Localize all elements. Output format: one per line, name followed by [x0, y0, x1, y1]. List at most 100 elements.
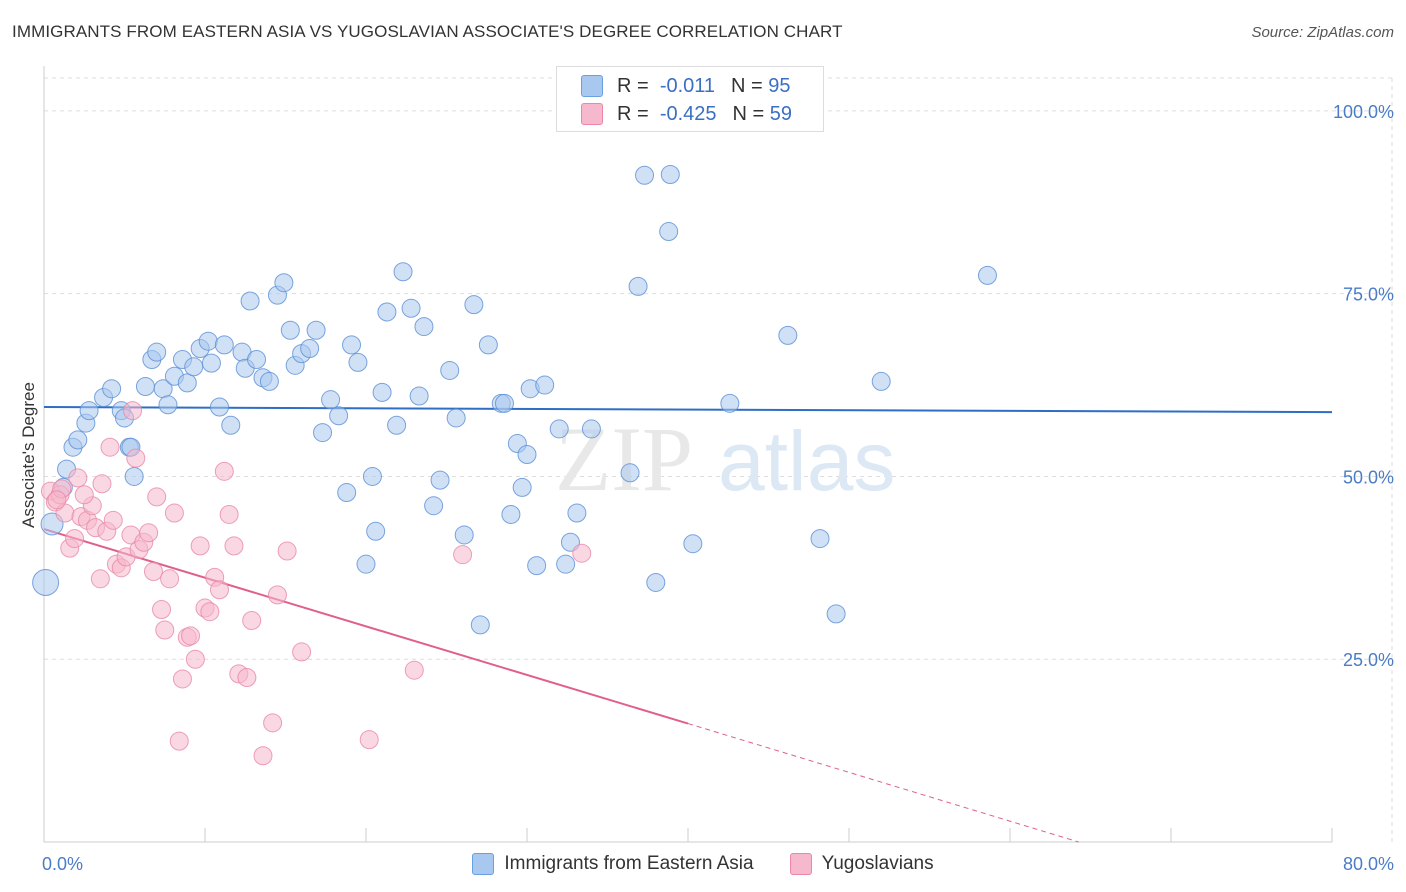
trend-layer	[43, 405, 1333, 843]
eastern-asia-point	[135, 377, 155, 397]
eastern-asia-point	[348, 352, 368, 372]
series-label-eastern-asia: Immigrants from Eastern Asia	[504, 853, 754, 874]
eastern-asia-point	[102, 379, 122, 399]
x-tick-label: 0.0%	[42, 854, 83, 874]
eastern-asia-point	[660, 165, 680, 185]
legend-r-label: R =	[617, 102, 649, 125]
y-tick-label: 75.0%	[1343, 285, 1394, 305]
eastern-asia-point	[446, 408, 466, 428]
eastern-asia-point	[454, 525, 474, 545]
yugoslavian-point	[172, 669, 192, 689]
legend-r-value: -0.011	[659, 74, 716, 97]
eastern-asia-point	[280, 320, 300, 340]
yugoslavian-point	[147, 487, 167, 507]
eastern-asia-point	[549, 419, 569, 439]
eastern-asia-point	[329, 406, 349, 426]
chart-source: Source: ZipAtlas.com	[1251, 24, 1394, 41]
eastern-asia-point	[313, 423, 333, 443]
chart-title: IMMIGRANTS FROM EASTERN ASIA VS YUGOSLAV…	[12, 22, 843, 41]
yugoslavian-point	[126, 448, 146, 468]
y-tick-label: 50.0%	[1343, 467, 1394, 487]
eastern-asia-point	[240, 291, 260, 311]
eastern-asia-point	[214, 335, 234, 355]
yugoslavian-point	[143, 561, 163, 581]
eastern-asia-point	[871, 371, 891, 391]
eastern-asia-point	[512, 477, 532, 497]
legend-row-yugoslavians: R = -0.425 N = 59	[581, 101, 792, 127]
eastern-asia-point	[306, 320, 326, 340]
eastern-asia-point	[581, 419, 601, 439]
yugoslavian-point	[237, 668, 257, 688]
yugoslavian-point	[263, 713, 283, 733]
yugoslavian-point	[181, 626, 201, 646]
legend-n-value: 95	[768, 74, 791, 97]
eastern-asia-point	[362, 466, 382, 486]
yugoslavian-point	[47, 490, 67, 510]
yugoslavian-point	[209, 580, 229, 600]
yugoslavian-point	[292, 642, 312, 662]
yugoslavian-point	[267, 585, 287, 605]
eastern-asia-point	[387, 415, 407, 435]
yugoslavian-point	[123, 401, 143, 421]
yugoslavian-point	[253, 746, 273, 766]
eastern-asia-point	[337, 483, 357, 503]
eastern-asia-point	[393, 262, 413, 282]
eastern-asia-point	[321, 390, 341, 410]
eastern-asia-point	[209, 397, 229, 417]
legend-swatch-yugoslavians	[581, 103, 603, 125]
series-swatch-eastern-asia	[472, 853, 495, 875]
eastern-asia-point	[826, 604, 846, 624]
eastern-asia-point	[372, 382, 392, 402]
eastern-asia-point	[414, 317, 434, 337]
yugoslavian-point	[453, 545, 473, 565]
eastern-asia-point	[620, 463, 640, 483]
legend-n-label: N =	[731, 74, 763, 97]
eastern-asia-point	[628, 276, 648, 296]
eastern-asia-point	[79, 401, 99, 421]
legend-r-value: -0.425	[659, 102, 717, 125]
eastern-asia-trend-line	[43, 405, 1333, 414]
series-label-yugoslavians: Yugoslavians	[821, 853, 934, 874]
yugoslavian-point	[277, 541, 297, 561]
correlation-legend: R = -0.011 N = 95 R = -0.425 N = 59	[556, 66, 824, 132]
eastern-asia-point	[147, 342, 167, 362]
legend-r-label: R =	[617, 74, 649, 97]
yugoslavian-point	[404, 660, 424, 680]
yugoslavian-point	[65, 529, 85, 549]
eastern-asia-point	[366, 521, 386, 541]
legend-row-eastern-asia: R = -0.011 N = 95	[581, 73, 791, 99]
series-legend-eastern-asia[interactable]: Immigrants from Eastern Asia	[472, 853, 754, 875]
eastern-asia-point	[464, 295, 484, 315]
y-axis-label: Associate's Degree	[19, 382, 38, 528]
yugoslavian-point	[155, 620, 175, 640]
eastern-asia-point	[810, 529, 830, 549]
eastern-asia-point	[274, 273, 294, 293]
yugoslavian-point	[242, 610, 262, 630]
eastern-asia-point	[32, 568, 60, 596]
yugoslavian-point	[224, 536, 244, 556]
yugoslavian-point	[572, 543, 592, 563]
watermark-atlas: atlas	[718, 414, 895, 508]
yugoslavian-point	[200, 602, 220, 622]
y-tick-label: 25.0%	[1343, 650, 1394, 670]
yugoslavian-point	[359, 730, 379, 750]
eastern-asia-point	[247, 349, 267, 369]
eastern-asia-point	[501, 504, 521, 524]
yugoslavian-point	[68, 468, 88, 488]
legend-n-label: N =	[732, 102, 765, 125]
eastern-asia-point	[430, 470, 450, 490]
watermark-zip: ZIP	[555, 408, 693, 510]
yugoslavian-point	[214, 461, 234, 481]
axis-layer: 25.0% 50.0% 75.0% 100.0% 0.0% 80.0%	[42, 66, 1394, 874]
yugoslavian-point	[164, 503, 184, 523]
series-legend-yugoslavians[interactable]: Yugoslavians	[789, 853, 934, 875]
eastern-asia-point	[356, 554, 376, 574]
eastern-asia-point	[259, 371, 279, 391]
yugoslavian-point	[139, 523, 159, 543]
eastern-asia-point	[494, 393, 514, 413]
yugoslavian-point	[185, 649, 205, 669]
yugoslavian-point	[90, 569, 110, 589]
eastern-asia-point	[440, 360, 460, 380]
yugoslavian-point	[103, 510, 123, 530]
